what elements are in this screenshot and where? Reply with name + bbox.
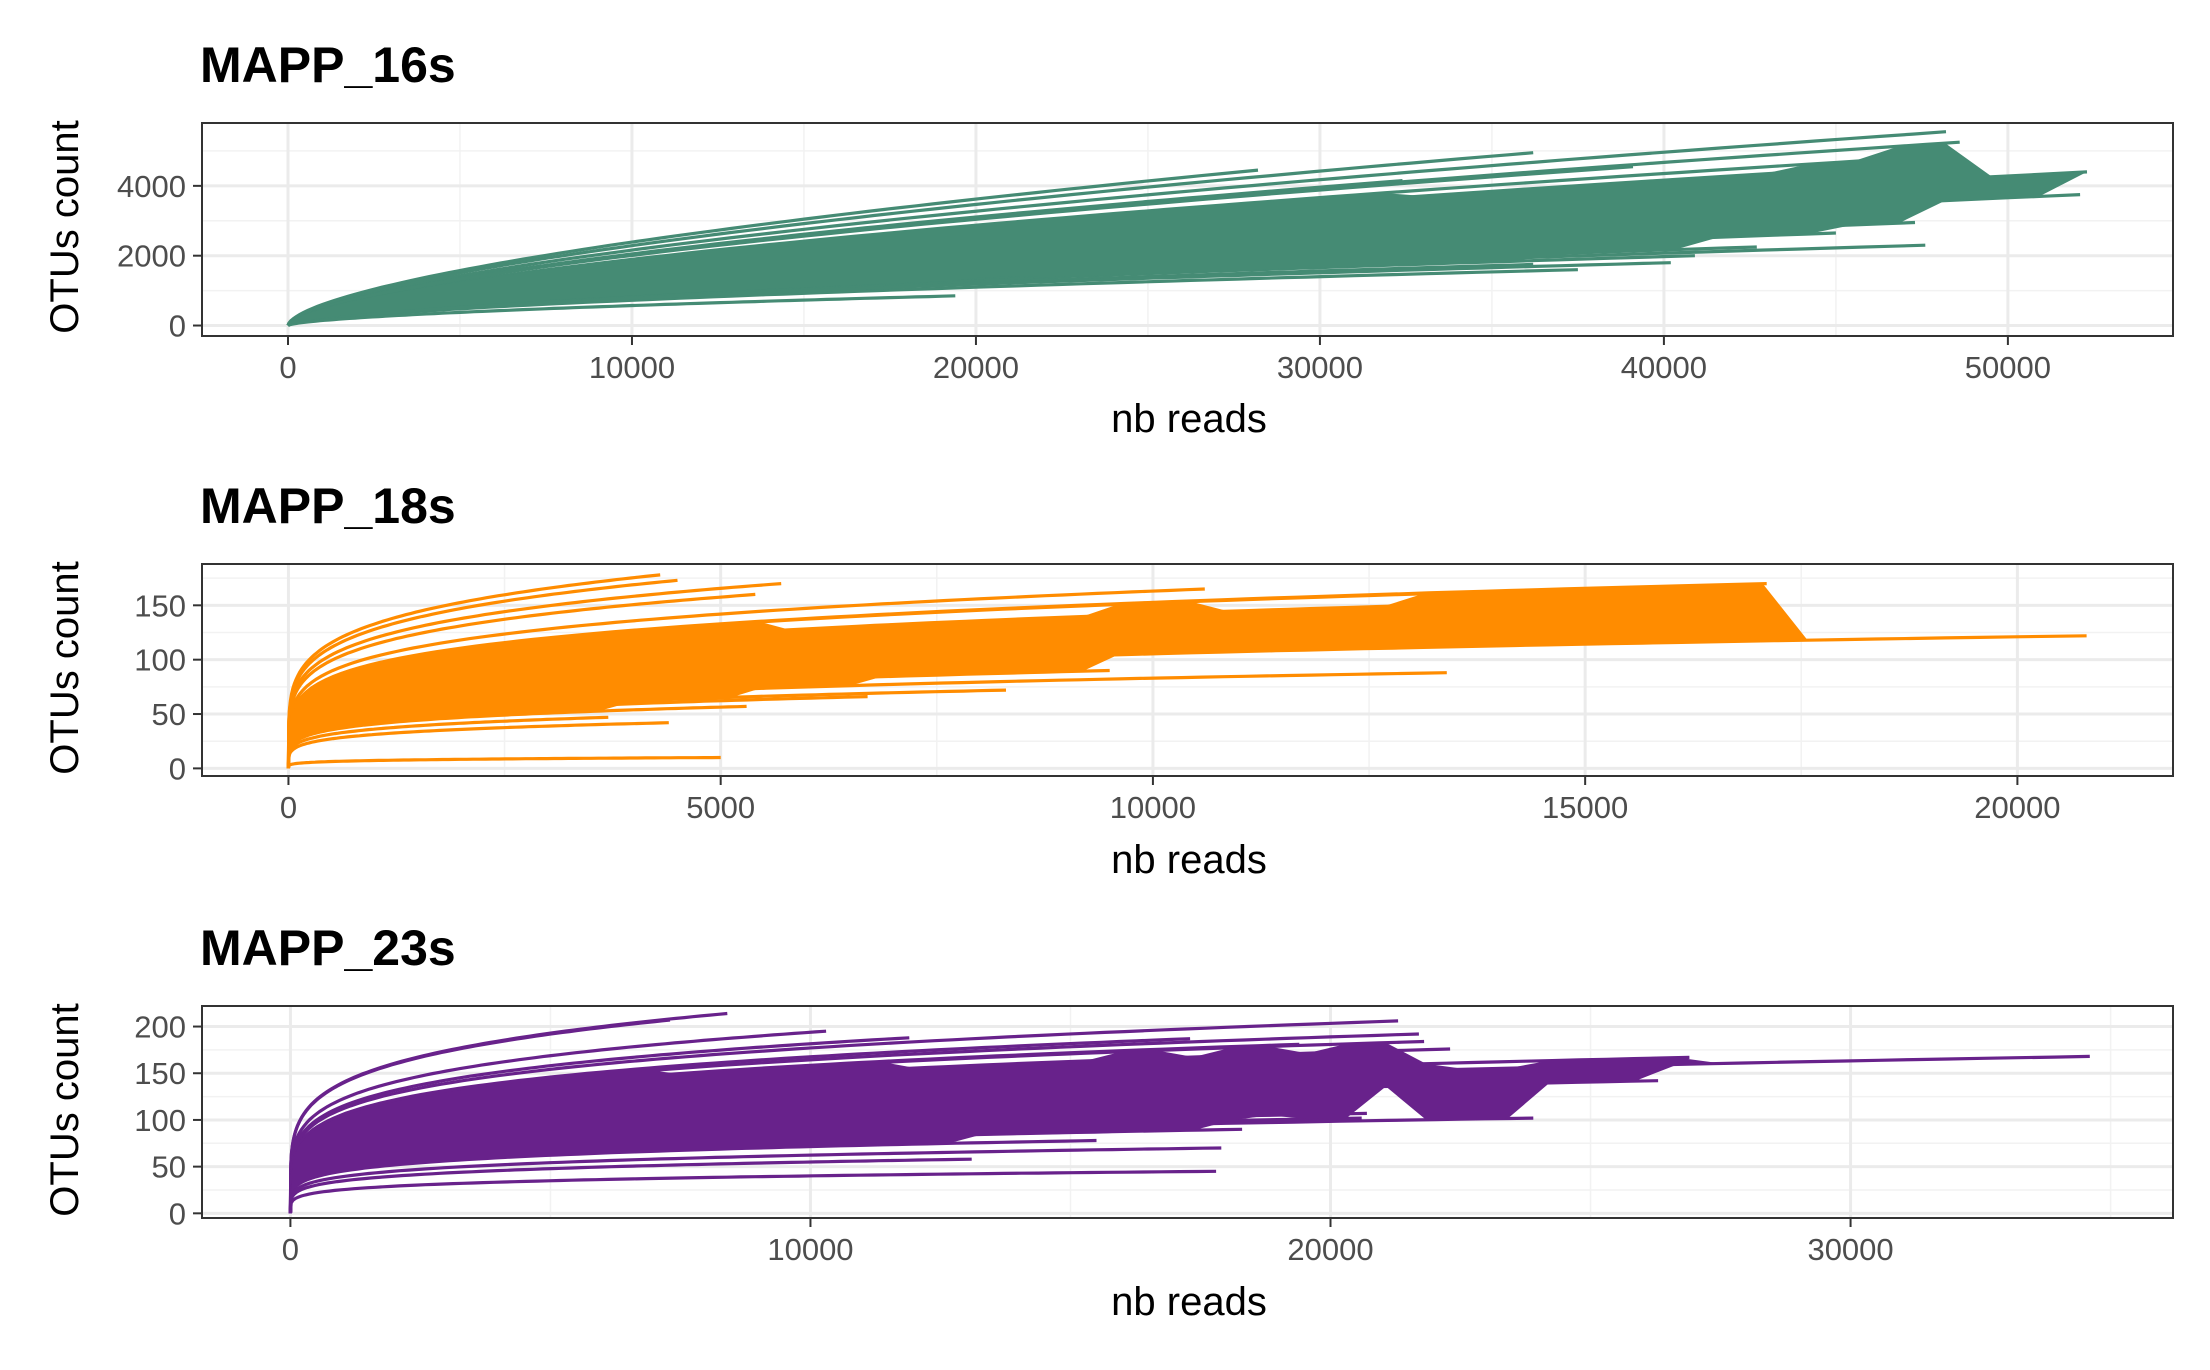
y-axis-title: OTUs count	[43, 561, 87, 774]
x-tick-label: 10000	[1110, 790, 1196, 825]
x-axis-title: nb reads	[1111, 838, 1267, 882]
series-line	[287, 261, 1671, 327]
series-group	[286, 573, 2087, 769]
y-tick-label: 150	[134, 1056, 186, 1091]
series-line	[287, 294, 956, 327]
x-tick-label: 10000	[767, 1232, 853, 1267]
x-tick-label: 30000	[1277, 350, 1363, 385]
series-line	[286, 721, 669, 769]
panel-border	[201, 122, 2174, 337]
x-tick-label: 0	[282, 1232, 299, 1267]
y-tick-label: 100	[134, 1103, 186, 1138]
series-group	[286, 130, 2088, 327]
y-tick-label: 4000	[117, 169, 186, 204]
series-line	[288, 1036, 910, 1214]
series-line	[286, 578, 678, 769]
x-tick-label: 30000	[1807, 1232, 1893, 1267]
y-tick-label: 50	[152, 697, 186, 732]
series-line	[288, 1037, 1191, 1214]
panel-mapp-16s: MAPP_16s nb reads OTUs count 0 10000 20000…	[43, 37, 2174, 441]
series-group	[288, 1011, 2090, 1214]
y-tick-label: 0	[169, 1196, 186, 1231]
series-line	[286, 573, 661, 769]
panel-mapp-18s: MAPP_18s nb reads OTUs count 0 5000 10000 1…	[43, 478, 2174, 882]
series-line	[286, 168, 1259, 327]
y-tick-label: 200	[134, 1010, 186, 1045]
series-density-band	[288, 583, 2087, 769]
y-tick-label: 50	[152, 1150, 186, 1185]
y-tick-label: 0	[169, 309, 186, 344]
x-axis-title: nb reads	[1111, 1280, 1267, 1324]
series-line	[288, 1032, 1419, 1214]
series-density-band	[288, 143, 2087, 326]
panel-title: MAPP_23s	[200, 920, 456, 976]
series-line	[288, 1019, 1399, 1214]
y-tick-label: 0	[169, 751, 186, 786]
panel-title: MAPP_16s	[200, 37, 456, 93]
x-tick-label: 10000	[589, 350, 675, 385]
x-tick-label: 15000	[1542, 790, 1628, 825]
series-line	[288, 1018, 671, 1214]
y-axis-title: OTUs count	[43, 1003, 87, 1216]
panel-mapp-23s: MAPP_23s nb reads OTUs count 0 10000 20000…	[43, 920, 2174, 1324]
x-axis-title: nb reads	[1111, 397, 1267, 441]
series-line	[286, 165, 1634, 327]
x-tick-label: 20000	[1974, 790, 2060, 825]
x-tick-label: 0	[280, 790, 297, 825]
panel-title: MAPP_18s	[200, 478, 456, 534]
series-line	[286, 755, 721, 769]
series-line	[286, 130, 1947, 327]
x-tick-label: 40000	[1621, 350, 1707, 385]
series-line	[288, 1029, 827, 1214]
x-tick-label: 0	[279, 350, 296, 385]
x-tick-label: 5000	[686, 790, 755, 825]
series-line	[288, 1157, 972, 1214]
series-line	[286, 592, 756, 769]
panel-border	[201, 1005, 2174, 1219]
series-density-band	[290, 1042, 2090, 1214]
y-axis-title: OTUs count	[43, 120, 87, 333]
y-tick-label: 2000	[117, 239, 186, 274]
x-tick-label: 50000	[1965, 350, 2051, 385]
series-line	[286, 715, 609, 769]
x-tick-label: 20000	[933, 350, 1019, 385]
y-tick-label: 150	[134, 588, 186, 623]
series-line	[288, 1146, 1222, 1214]
x-tick-label: 20000	[1287, 1232, 1373, 1267]
series-line	[286, 582, 782, 769]
series-line	[286, 587, 1205, 769]
y-tick-label: 100	[134, 643, 186, 678]
series-line	[288, 1169, 1217, 1214]
panel-border	[201, 563, 2174, 777]
